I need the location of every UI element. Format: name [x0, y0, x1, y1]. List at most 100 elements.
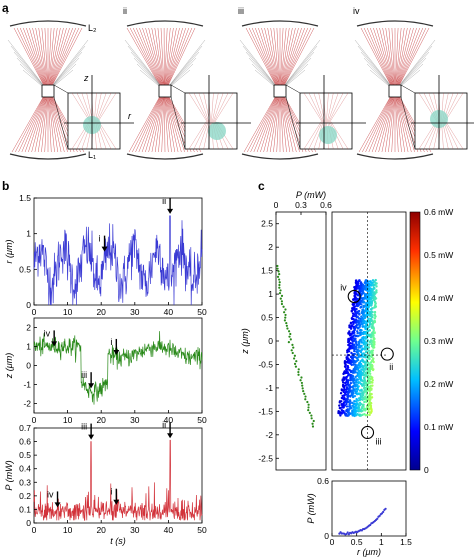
series-line — [33, 439, 203, 521]
data-point — [304, 395, 307, 398]
data-point — [311, 425, 315, 428]
data-point — [368, 355, 372, 358]
y-tick-label: 0.1 — [19, 504, 31, 514]
data-point — [312, 419, 315, 423]
data-point — [351, 390, 354, 393]
data-point — [370, 392, 373, 396]
marker-arrowhead — [113, 499, 120, 505]
data-point — [349, 395, 352, 398]
data-point — [362, 341, 365, 345]
annotation-label: ii — [389, 362, 393, 372]
y-tick-label: 0.6 — [317, 476, 329, 486]
data-point — [368, 395, 372, 398]
y-tick-label: -2.5 — [258, 453, 273, 463]
data-point — [350, 317, 354, 321]
data-point — [360, 368, 363, 371]
data-point — [369, 308, 373, 311]
beam-rays — [11, 27, 85, 153]
particle — [319, 126, 337, 144]
data-point — [349, 370, 353, 373]
lens-bottom — [126, 153, 204, 160]
data-point — [352, 304, 355, 307]
data-point — [358, 324, 362, 328]
data-point — [356, 371, 359, 374]
data-point — [297, 368, 300, 371]
data-point — [338, 406, 342, 410]
data-point — [376, 517, 379, 520]
data-point — [368, 372, 372, 376]
data-point — [341, 406, 344, 409]
beam-rays — [358, 27, 432, 153]
data-point — [353, 361, 356, 364]
data-point — [362, 376, 366, 380]
focus-box — [41, 84, 55, 98]
data-point — [359, 338, 362, 342]
data-point — [346, 531, 349, 534]
data-point — [363, 397, 366, 401]
lens-bottom — [356, 153, 434, 160]
data-point — [353, 327, 357, 330]
colorbar-tick-label: 0 — [424, 465, 429, 475]
x-tick-label: 0.5 — [351, 537, 363, 547]
data-point — [307, 406, 310, 409]
data-point — [341, 409, 345, 413]
data-point — [363, 314, 366, 317]
data-point — [368, 389, 372, 393]
data-point — [363, 301, 366, 304]
data-point — [338, 404, 341, 407]
data-point — [368, 312, 372, 315]
x-axis-label: P (mW) — [296, 190, 326, 200]
data-point — [345, 390, 348, 393]
annotation-circle — [360, 425, 375, 440]
y-tick-label: 1 — [26, 229, 31, 239]
data-point — [369, 300, 373, 304]
x-tick-label: 40 — [164, 525, 174, 535]
data-point — [349, 327, 353, 330]
y-axis-label: z (μm) — [240, 328, 250, 354]
data-point — [354, 280, 358, 283]
y-tick-label: -2 — [265, 430, 273, 440]
data-point — [364, 374, 368, 378]
scatter-r-vs-p: 0 0.5 1 1.5 0 0.6 r (μm) P (mW) — [306, 476, 412, 557]
x-tick-label: 40 — [164, 415, 174, 425]
data-point — [354, 334, 357, 337]
data-point — [357, 312, 361, 315]
data-point — [361, 403, 365, 406]
data-point — [338, 400, 342, 403]
data-point — [345, 368, 348, 371]
data-point — [363, 293, 367, 297]
data-point — [351, 375, 355, 378]
data-point — [369, 361, 373, 364]
data-point — [347, 413, 351, 416]
data-point — [371, 331, 374, 335]
data-point — [357, 286, 361, 290]
subpanel-label: iii — [238, 6, 244, 16]
data-point — [361, 331, 365, 335]
data-point — [370, 387, 373, 390]
data-point — [356, 332, 359, 335]
data-point — [337, 409, 340, 413]
data-point — [358, 392, 362, 395]
marker-label: iii — [81, 370, 87, 380]
data-point — [364, 344, 368, 348]
data-point — [293, 354, 296, 357]
data-point — [353, 297, 356, 301]
y-tick-label: 0 — [324, 531, 329, 541]
marker-arrowhead — [54, 502, 61, 508]
panel-label-a: a — [2, 1, 9, 15]
x-tick-label: 20 — [96, 307, 106, 317]
data-point — [280, 302, 284, 306]
data-point — [359, 350, 363, 354]
data-point — [356, 320, 359, 324]
data-point — [283, 319, 286, 322]
data-point — [363, 309, 367, 312]
x-tick-label: 0.3 — [295, 200, 307, 210]
data-point — [363, 407, 366, 411]
data-point — [365, 302, 368, 305]
data-point — [340, 412, 344, 415]
x-tick-label: 20 — [96, 415, 106, 425]
data-point — [347, 350, 351, 353]
data-point — [349, 361, 353, 364]
data-point — [297, 370, 300, 374]
data-point — [350, 332, 354, 335]
